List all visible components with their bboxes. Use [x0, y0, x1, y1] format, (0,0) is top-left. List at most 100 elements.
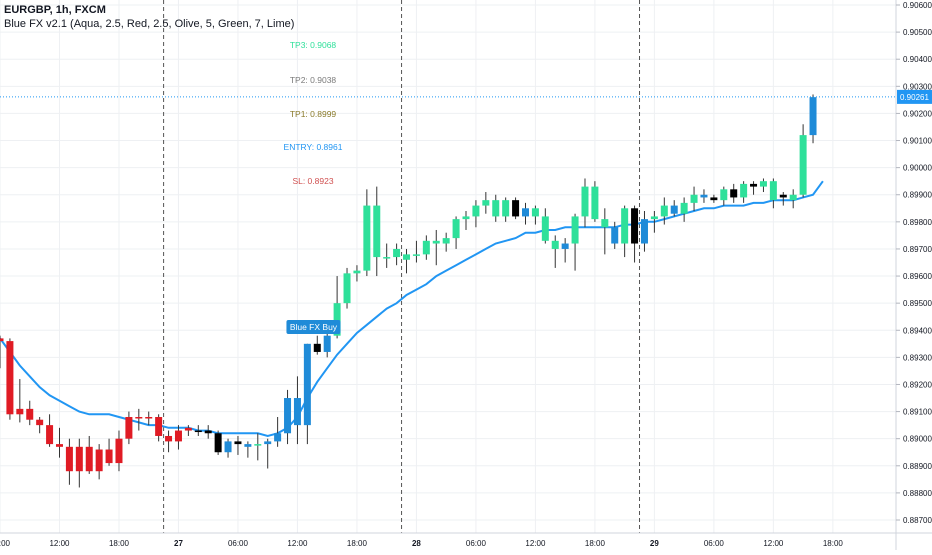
candle-body [293, 398, 301, 426]
price-tick-label: 0.89500 [903, 299, 932, 308]
price-tick-label: 0.89600 [903, 272, 932, 281]
price-tick-label: 0.90100 [903, 137, 932, 146]
level-label-sl: SL: 0.8923 [292, 176, 333, 186]
level-label-tp3: TP3: 0.9068 [290, 40, 337, 50]
candle-body [611, 227, 619, 244]
candle-body [145, 417, 153, 419]
candle-body [551, 240, 559, 249]
price-tick-label: 0.89900 [903, 191, 932, 200]
candle-body [234, 441, 242, 445]
price-tick-label: 0.89400 [903, 326, 932, 335]
candle-body [779, 194, 787, 198]
level-label-tp2: TP2: 0.9038 [290, 75, 337, 85]
candle-body [720, 189, 728, 201]
price-tick-label: 0.90400 [903, 55, 932, 64]
candle-body [105, 449, 113, 464]
time-tick-label: 06:00 [704, 539, 725, 548]
candle-body [16, 408, 24, 415]
candle-body [155, 417, 163, 436]
candle-body [343, 273, 351, 304]
price-tick-label: 0.89800 [903, 218, 932, 227]
price-tick-label: 0.88900 [903, 462, 932, 471]
moving-average [0, 180, 824, 438]
candle-body [85, 446, 93, 472]
last-price: 0.90261 [0, 89, 932, 104]
candle-body [809, 97, 817, 136]
time-tick-label: 12:00 [49, 539, 70, 548]
price-tick-label: 0.90300 [903, 82, 932, 91]
candle-body [799, 135, 807, 195]
candle-body [55, 444, 63, 447]
candles [0, 94, 817, 488]
candle-body [422, 240, 430, 255]
level-label-tp1: TP1: 0.8999 [290, 109, 337, 119]
candle-body [650, 216, 658, 220]
candle-body [244, 444, 252, 447]
candle-body [254, 444, 262, 446]
candle-body [274, 433, 282, 442]
signal-badge [286, 320, 341, 334]
time-tick-label: 12:00 [763, 539, 784, 548]
time-tick-label: 12:00 [287, 539, 308, 548]
level-label-entry: ENTRY: 0.8961 [284, 142, 343, 152]
candle-body [174, 430, 182, 442]
chart-legend: EURGBP, 1h, FXCM Blue FX v2.1 (Aqua, 2.5… [4, 3, 294, 31]
candle-body [75, 446, 83, 472]
candle-body [601, 219, 609, 228]
candle-body [690, 194, 698, 203]
candle-body [680, 202, 688, 214]
candle-body [363, 205, 371, 271]
price-tick-label: 0.89300 [903, 353, 932, 362]
candle-body [571, 216, 579, 244]
candle-body [46, 425, 54, 445]
candle-body [740, 183, 748, 198]
time-tick-label: 27 [174, 539, 183, 548]
candle-body [769, 181, 777, 201]
candle-body [730, 189, 738, 198]
candle-body [264, 441, 272, 445]
candle-body [412, 254, 420, 256]
candle-body [521, 208, 529, 217]
time-tick-label: 28 [412, 539, 421, 548]
candle-body [194, 430, 202, 433]
candle-body [432, 240, 440, 244]
price-tick-label: 0.89700 [903, 245, 932, 254]
day-separators [163, 0, 641, 533]
time-tick-label: 18:00 [823, 539, 844, 548]
candle-body [581, 186, 589, 217]
candle-body [224, 441, 232, 453]
candle-body [502, 200, 510, 217]
candle-body [452, 219, 460, 239]
candle-body [95, 449, 103, 472]
candle-body [541, 216, 549, 241]
time-tick-label: 06:00 [228, 539, 249, 548]
last-price-tag [897, 89, 932, 104]
candle-body [700, 194, 708, 198]
indicator-title: Blue FX v2.1 (Aqua, 2.5, Red, 2.5, Olive… [4, 18, 295, 30]
candle-body [403, 254, 411, 260]
candle-body [65, 446, 73, 472]
candle-body [759, 181, 767, 187]
candle-body [789, 194, 797, 201]
symbol-title: EURGBP, 1h, FXCM [4, 4, 106, 16]
candle-body [472, 205, 480, 217]
price-tick-label: 0.90000 [903, 164, 932, 173]
price-tick-label: 0.89000 [903, 435, 932, 444]
price-tick-label: 0.90500 [903, 28, 932, 37]
time-tick-label: 18:00 [109, 539, 130, 548]
candle-body [531, 208, 539, 217]
candle-body [512, 200, 520, 217]
candle-body [313, 343, 321, 352]
time-tick-label: 29 [650, 539, 659, 548]
candle-body [660, 205, 668, 217]
signal-label: Blue FX Buy [290, 322, 338, 332]
candle-body [462, 216, 470, 220]
candle-body [284, 398, 292, 434]
last-price-label: 0.90261 [900, 93, 929, 102]
grid-lines [0, 0, 896, 533]
candle-body [125, 417, 133, 439]
candle-body [670, 205, 678, 214]
candle-body [631, 208, 639, 244]
